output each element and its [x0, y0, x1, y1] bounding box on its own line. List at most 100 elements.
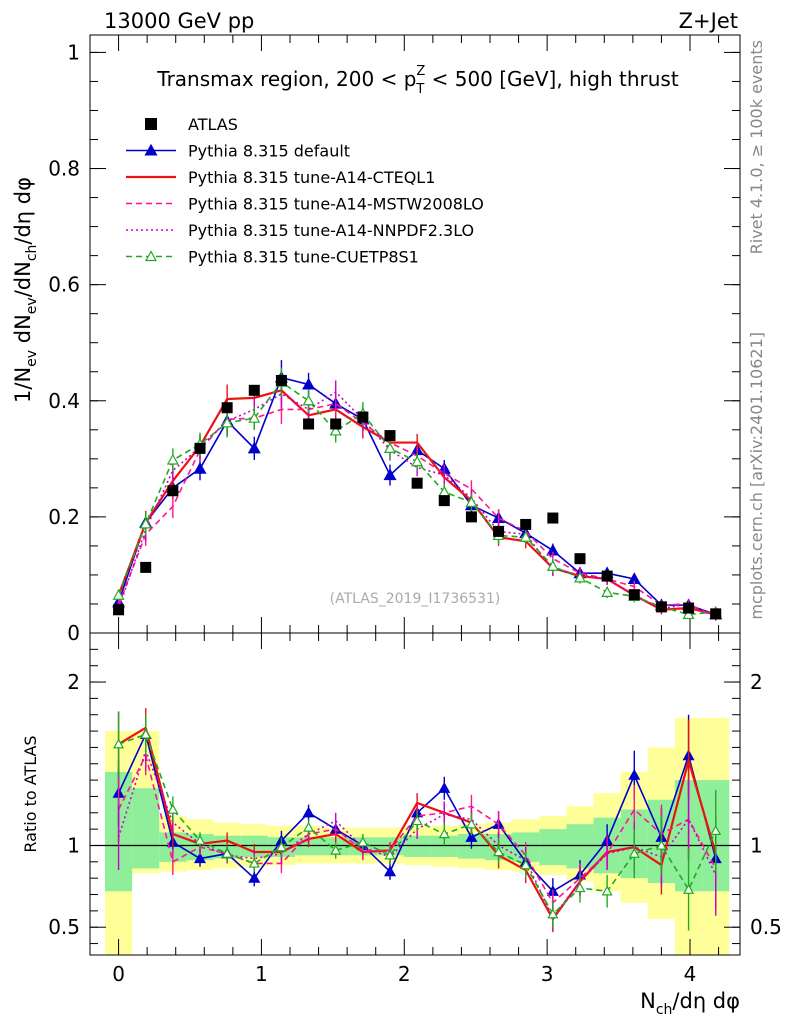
ratio-y-tick-label: 0.5	[48, 915, 80, 939]
data-point-marker	[166, 453, 179, 465]
series-line	[117, 376, 716, 616]
data-point-marker	[411, 455, 424, 467]
ratio-point-marker	[194, 834, 206, 845]
atlas-data-point	[140, 561, 152, 573]
ratio-point-marker	[275, 841, 287, 852]
legend-label: ATLAS	[188, 115, 238, 134]
atlas-data-point	[275, 374, 287, 386]
atlas-data-point	[710, 608, 722, 620]
ratio-point-marker	[383, 865, 397, 877]
legend: ATLAS Pythia 8.315 default Pythia 8.315 tu…	[126, 115, 484, 267]
atlas-data-point	[655, 601, 667, 613]
x-tick-label: 3	[541, 962, 554, 986]
atlas-data-point	[384, 430, 396, 442]
x-tick-label: 4	[684, 962, 697, 986]
atlas-data-point	[601, 570, 613, 582]
series-atlas	[113, 374, 722, 620]
chart-title-sup: Z	[416, 64, 425, 79]
data-point-marker	[193, 461, 207, 474]
ratio-series-layer	[112, 708, 722, 933]
ratio-point-marker	[574, 882, 586, 893]
legend-atlas-marker	[145, 118, 157, 130]
data-point-marker	[139, 517, 152, 529]
ratio-point-marker	[302, 806, 315, 818]
ratio-panel-background	[90, 717, 740, 955]
data-point-marker	[546, 559, 559, 571]
data-point-marker	[302, 394, 315, 406]
atlas-data-point	[628, 589, 640, 601]
ratio-point-marker	[465, 818, 477, 829]
ratio-point-marker	[655, 839, 667, 850]
legend-triangle-marker	[144, 143, 158, 156]
series-pythia-8-315-tune-a14-nnpdf2-3lo	[117, 379, 717, 621]
ratio-point-marker	[683, 883, 695, 894]
legend-entry: Pythia 8.315 tune-A14-CTEQL1	[126, 168, 435, 187]
main-axis-ticks: 0 0.2 0.4 0.6 0.8 1	[48, 35, 740, 645]
chart-title-post: < 500 [GeV], high thrust	[425, 67, 679, 91]
header-left: 13000 GeV pp	[104, 9, 254, 33]
ratio-point-marker	[493, 846, 505, 857]
atlas-data-point	[221, 402, 233, 414]
series-pythia-8-315-default	[112, 360, 723, 620]
atlas-data-point	[547, 512, 559, 524]
ratio-point-marker	[710, 825, 722, 835]
series-pythia-8-315-tune-a14-mstw2008lo	[117, 392, 717, 621]
atlas-data-point	[357, 411, 369, 423]
main-y-tick-label: 0.2	[48, 505, 80, 529]
ratio-point-marker	[438, 828, 450, 839]
legend-entry: Pythia 8.315 tune-A14-MSTW2008LO	[126, 195, 484, 214]
main-series-layer	[112, 360, 723, 621]
main-y-axis-label: 1/Nev dNev/dNch/dη dφ	[11, 177, 40, 403]
mcplots-label: mcplots.cern.ch [arXiv:2401.10621]	[747, 332, 766, 620]
legend-label: Pythia 8.315 tune-A14-NNPDF2.3LO	[188, 221, 474, 240]
atlas-data-point	[438, 495, 450, 507]
ratio-y-tick-label: 2	[67, 670, 80, 694]
legend-entry: Pythia 8.315 tune-A14-NNPDF2.3LO	[126, 221, 474, 240]
main-y-tick-label: 0.6	[48, 273, 80, 297]
ratio-point-marker	[411, 815, 423, 826]
series-line	[117, 391, 717, 619]
chart-title-pre: Transmax region, 200 < p	[156, 67, 416, 91]
series-pythia-8-315-tune-a14-cteql1	[117, 375, 717, 618]
chart-title-sub: T	[415, 82, 424, 97]
data-point-marker	[221, 416, 234, 428]
legend-label: Pythia 8.315 default	[188, 142, 350, 161]
atlas-data-point	[520, 518, 532, 530]
legend-label: Pythia 8.315 tune-A14-MSTW2008LO	[188, 195, 484, 214]
ratio-point-marker	[384, 849, 396, 860]
legend-triangle-marker	[144, 250, 158, 262]
ratio-point-marker	[221, 847, 233, 858]
data-point-marker	[248, 411, 261, 423]
ratio-point-marker	[330, 844, 342, 855]
data-point-marker	[383, 442, 397, 453]
atlas-data-point	[194, 442, 206, 454]
chart-title: Transmax region, 200 < pTZ < 500 [GeV], …	[156, 64, 679, 97]
analysis-watermark: (ATLAS_2019_I1736531)	[330, 591, 501, 607]
legend-entry: Pythia 8.315 default	[126, 142, 350, 161]
ratio-point-marker	[113, 738, 125, 749]
ratio-band-inner	[403, 835, 431, 857]
ratio-point-marker	[248, 857, 260, 868]
ratio-point-marker	[193, 852, 207, 864]
ratio-point-marker	[465, 831, 478, 842]
ratio-y-tick-label-right: 0.5	[750, 915, 782, 939]
ratio-point-marker	[520, 859, 532, 870]
legend-label: Pythia 8.315 tune-CUETP8S1	[188, 248, 419, 267]
ratio-series-line	[117, 753, 717, 904]
atlas-data-point	[167, 485, 179, 497]
ratio-point-marker	[628, 768, 641, 780]
atlas-data-point	[303, 418, 315, 430]
ratio-point-marker	[140, 728, 152, 739]
ratio-y-tick-label: 1	[67, 833, 80, 857]
ratio-panel-frame	[89, 632, 741, 956]
ratio-point-marker	[547, 908, 559, 919]
ratio-point-marker	[601, 885, 613, 896]
ratio-band-inner	[132, 788, 160, 869]
ratio-point-marker	[167, 803, 179, 814]
data-point-marker	[682, 608, 695, 620]
ratio-y-tick-label-right: 2	[750, 670, 763, 694]
data-point-marker	[112, 589, 125, 600]
series-line	[117, 389, 716, 616]
ratio-point-marker	[248, 871, 261, 883]
legend-label: Pythia 8.315 tune-A14-CTEQL1	[188, 168, 435, 187]
